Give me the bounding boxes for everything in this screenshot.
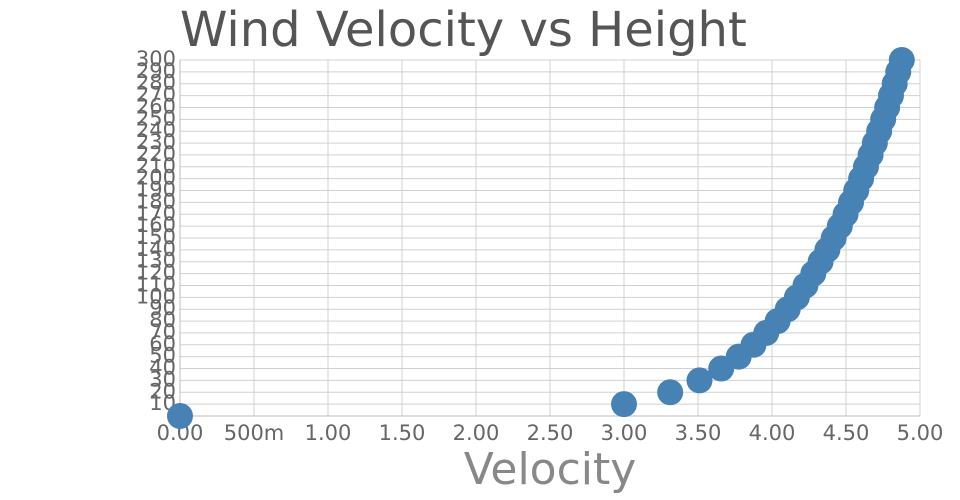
y-tick-label: 230 — [136, 130, 176, 154]
x-tick-label: 3.00 — [601, 421, 648, 445]
point — [657, 379, 684, 406]
y-tick-label: 200 — [136, 166, 176, 190]
x-tick-label: 4.00 — [749, 421, 796, 445]
x-tick-label: 1.00 — [305, 421, 352, 445]
y-tick-label: 160 — [136, 213, 176, 237]
y-tick-label: 130 — [136, 249, 176, 273]
x-tick-label: 3.50 — [675, 421, 722, 445]
x-tick-label: 5.00 — [897, 421, 944, 445]
x-tick-label: 1.50 — [379, 421, 426, 445]
y-tick-label: 180 — [136, 189, 176, 213]
y-tick-label: 40 — [149, 356, 176, 380]
point — [611, 391, 637, 418]
y-tick-label: 220 — [136, 142, 176, 166]
y-tick-label: 150 — [136, 225, 176, 249]
y-tick-label: 240 — [136, 118, 176, 142]
y-tick-label: 110 — [136, 272, 176, 296]
y-tick-label: 300 — [136, 47, 176, 71]
y-tick-label: 190 — [136, 178, 176, 202]
y-tick-label: 100 — [136, 284, 176, 308]
point — [686, 367, 713, 394]
y-tick-label: 20 — [149, 379, 176, 403]
y-tick-label: 120 — [136, 261, 176, 285]
y-tick-label: 60 — [149, 332, 176, 356]
x-axis-label: Velocity — [464, 444, 637, 495]
y-tick-label: 70 — [149, 320, 176, 344]
x-tick-label: 2.00 — [453, 421, 500, 445]
y-tick-label: 210 — [136, 154, 176, 178]
point — [888, 47, 915, 73]
y-tick-label: 280 — [136, 71, 176, 95]
y-tick-label: 250 — [136, 106, 176, 130]
y-tick-label: 80 — [149, 308, 176, 332]
y-tick-label: 90 — [149, 296, 176, 320]
chart-title: Wind Velocity vs Height — [180, 2, 747, 58]
y-tick-label: 140 — [136, 237, 176, 261]
x-tick-label: 4.50 — [823, 421, 870, 445]
point — [167, 403, 193, 429]
y-tick-label: 270 — [136, 83, 176, 107]
y-tick-label: 50 — [149, 344, 176, 368]
x-tick-label: 2.50 — [527, 421, 574, 445]
y-tick-label: 170 — [136, 201, 176, 225]
y-tick-label: 290 — [136, 59, 176, 83]
x-tick-label: 500m — [224, 421, 285, 445]
y-tick-label: 260 — [136, 94, 176, 118]
y-tick-label: 30 — [149, 367, 176, 391]
